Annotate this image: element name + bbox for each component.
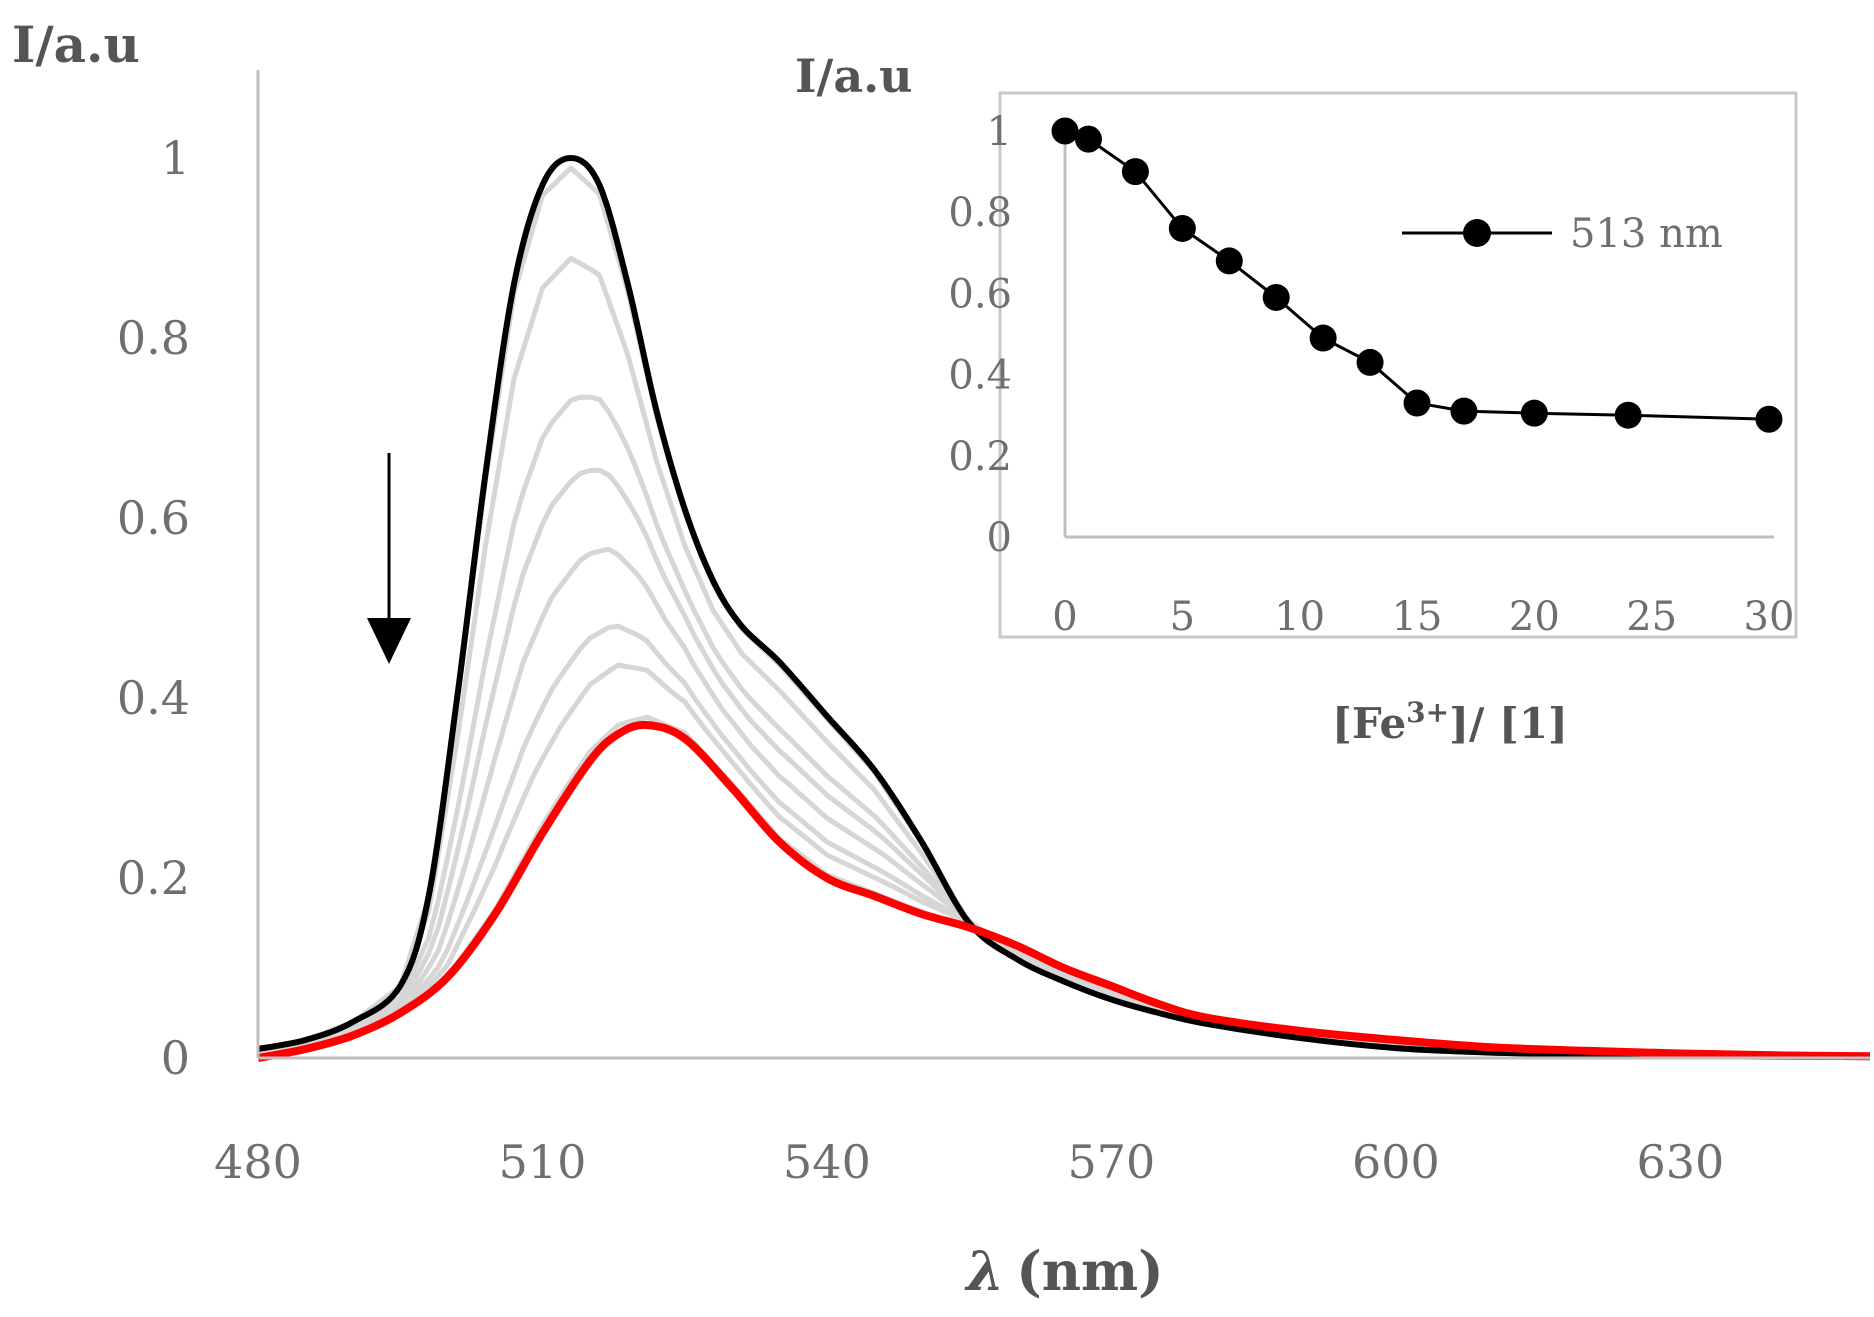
main-emission-chart: 480 510 540 570 600 630 00.20.40.60.81 I/a.u … (12, 15, 1871, 1303)
inset-xlabel-open: [Fe (1332, 699, 1406, 748)
main-y-tick-label: 0.4 (117, 671, 190, 725)
main-x-tick-label: 630 (1636, 1135, 1724, 1189)
legend-marker (1463, 219, 1491, 247)
spectrum-free-probe (257, 155, 1871, 1061)
inset-x-tick-label: 10 (1274, 594, 1325, 640)
inset-y-tick-label: 0.8 (948, 190, 1012, 236)
inset-data-point (1520, 399, 1548, 427)
inset-x-tick-label: 0 (1052, 594, 1077, 640)
decrease-arrow (367, 453, 411, 664)
lambda-symbol: λ (964, 1239, 1004, 1303)
main-x-tick-label: 600 (1352, 1135, 1440, 1189)
main-x-tick-label: 510 (499, 1135, 587, 1189)
inset-data-point (1450, 397, 1478, 425)
main-y-tick-label: 0 (161, 1031, 190, 1085)
inset-y-tick-labels: 0 0.2 0.4 0.6 0.8 1 (948, 109, 1012, 561)
inset-data-point (1262, 283, 1290, 311)
inset-y-tick-label: 0.2 (948, 434, 1012, 480)
legend-label: 513 nm (1570, 211, 1723, 257)
inset-xlabel-sup: 3+ (1406, 696, 1449, 729)
inset-data-point (1755, 405, 1783, 433)
inset-x-axis-title: [Fe3+]/ [1] (1332, 696, 1568, 748)
x-unit: (nm) (1016, 1239, 1164, 1303)
inset-y-tick-label: 0.6 (948, 271, 1012, 317)
inset-legend: 513 nm (1402, 211, 1723, 257)
spectrum-intermediate-8 (257, 714, 1871, 1061)
spectrum-intermediate-7 (257, 662, 1871, 1060)
inset-x-tick-label: 30 (1744, 594, 1795, 640)
main-y-tick-label: 0.6 (117, 491, 190, 545)
main-x-tick-label: 570 (1068, 1135, 1156, 1189)
spectrum-intermediate-6 (257, 623, 1871, 1059)
inset-x-tick-label: 15 (1392, 594, 1443, 640)
inset-x-tick-labels: 0 5 10 15 20 25 30 (1052, 594, 1794, 640)
inset-data-point (1074, 125, 1102, 153)
main-x-tick-label: 480 (214, 1135, 302, 1189)
inset-data-point (1121, 158, 1149, 186)
inset-data-point (1309, 324, 1337, 352)
inset-y-tick-label: 0 (987, 515, 1012, 561)
inset-data-point (1356, 348, 1384, 376)
main-x-tick-label: 540 (783, 1135, 871, 1189)
main-y-tick-label: 0.2 (117, 851, 190, 905)
inset-series-513nm (1051, 117, 1783, 433)
inset-data-point (1051, 117, 1079, 145)
inset-x-tick-label: 20 (1509, 594, 1560, 640)
main-x-tick-labels: 480 510 540 570 600 630 (214, 1135, 1724, 1189)
spectrum-with-fe3 (257, 720, 1871, 1062)
emission-curves (257, 155, 1871, 1062)
inset-titration-chart: I/a.u 0 5 10 15 20 25 30 0 0.2 0.4 0.6 0.8 1 513 nm… (795, 49, 1798, 748)
inset-y-tick-label: 1 (987, 109, 1012, 155)
inset-y-axis-title: I/a.u (795, 49, 913, 103)
inset-xlabel-close: ]/ [1] (1449, 699, 1568, 748)
main-y-axis-title: I/a.u (12, 15, 140, 74)
main-y-tick-label: 1 (161, 131, 190, 185)
inset-data-point (1614, 401, 1642, 429)
inset-data-point (1215, 247, 1243, 275)
main-y-tick-label: 0.8 (117, 311, 190, 365)
inset-frame (998, 91, 1798, 639)
inset-x-tick-label: 5 (1170, 594, 1195, 640)
inset-data-point (1168, 214, 1196, 242)
main-x-axis-title: λ (nm) (964, 1239, 1163, 1303)
inset-x-tick-label: 25 (1626, 594, 1677, 640)
main-y-tick-labels: 0 0.2 0.4 0.6 0.8 1 (117, 131, 190, 1085)
inset-y-tick-label: 0.4 (948, 353, 1012, 399)
inset-data-point (1403, 389, 1431, 417)
